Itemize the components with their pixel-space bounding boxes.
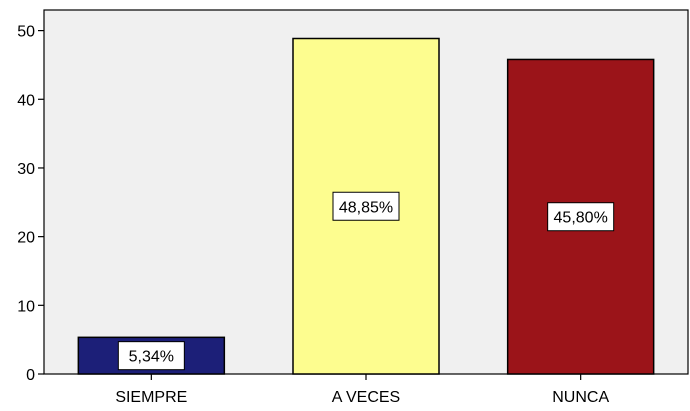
x-category-label: SIEMPRE <box>115 389 187 406</box>
y-tick-label: 10 <box>17 298 35 315</box>
y-tick-label: 40 <box>17 92 35 109</box>
y-tick-label: 0 <box>26 367 35 384</box>
data-labels-group: 5,34% 48,85% 45,80% <box>117 191 615 371</box>
y-tick-label: 30 <box>17 161 35 178</box>
x-category-label: A VECES <box>332 389 400 406</box>
data-label-box <box>547 202 615 232</box>
x-axis: SIEMPRE A VECES NUNCA <box>115 374 609 406</box>
data-label: 5,34% <box>117 341 185 371</box>
data-label-text: 45,80% <box>554 210 608 227</box>
y-axis: 0 10 20 30 40 50 <box>17 24 44 384</box>
x-category-label: NUNCA <box>552 389 609 406</box>
y-tick-label: 20 <box>17 230 35 247</box>
data-label-text: 5,34% <box>129 349 174 366</box>
data-label-box <box>332 191 400 221</box>
data-label-box <box>117 341 185 371</box>
data-label: 48,85% <box>332 191 400 221</box>
y-tick-label: 50 <box>17 24 35 41</box>
data-label-text: 48,85% <box>339 199 393 216</box>
data-label: 45,80% <box>547 202 615 232</box>
